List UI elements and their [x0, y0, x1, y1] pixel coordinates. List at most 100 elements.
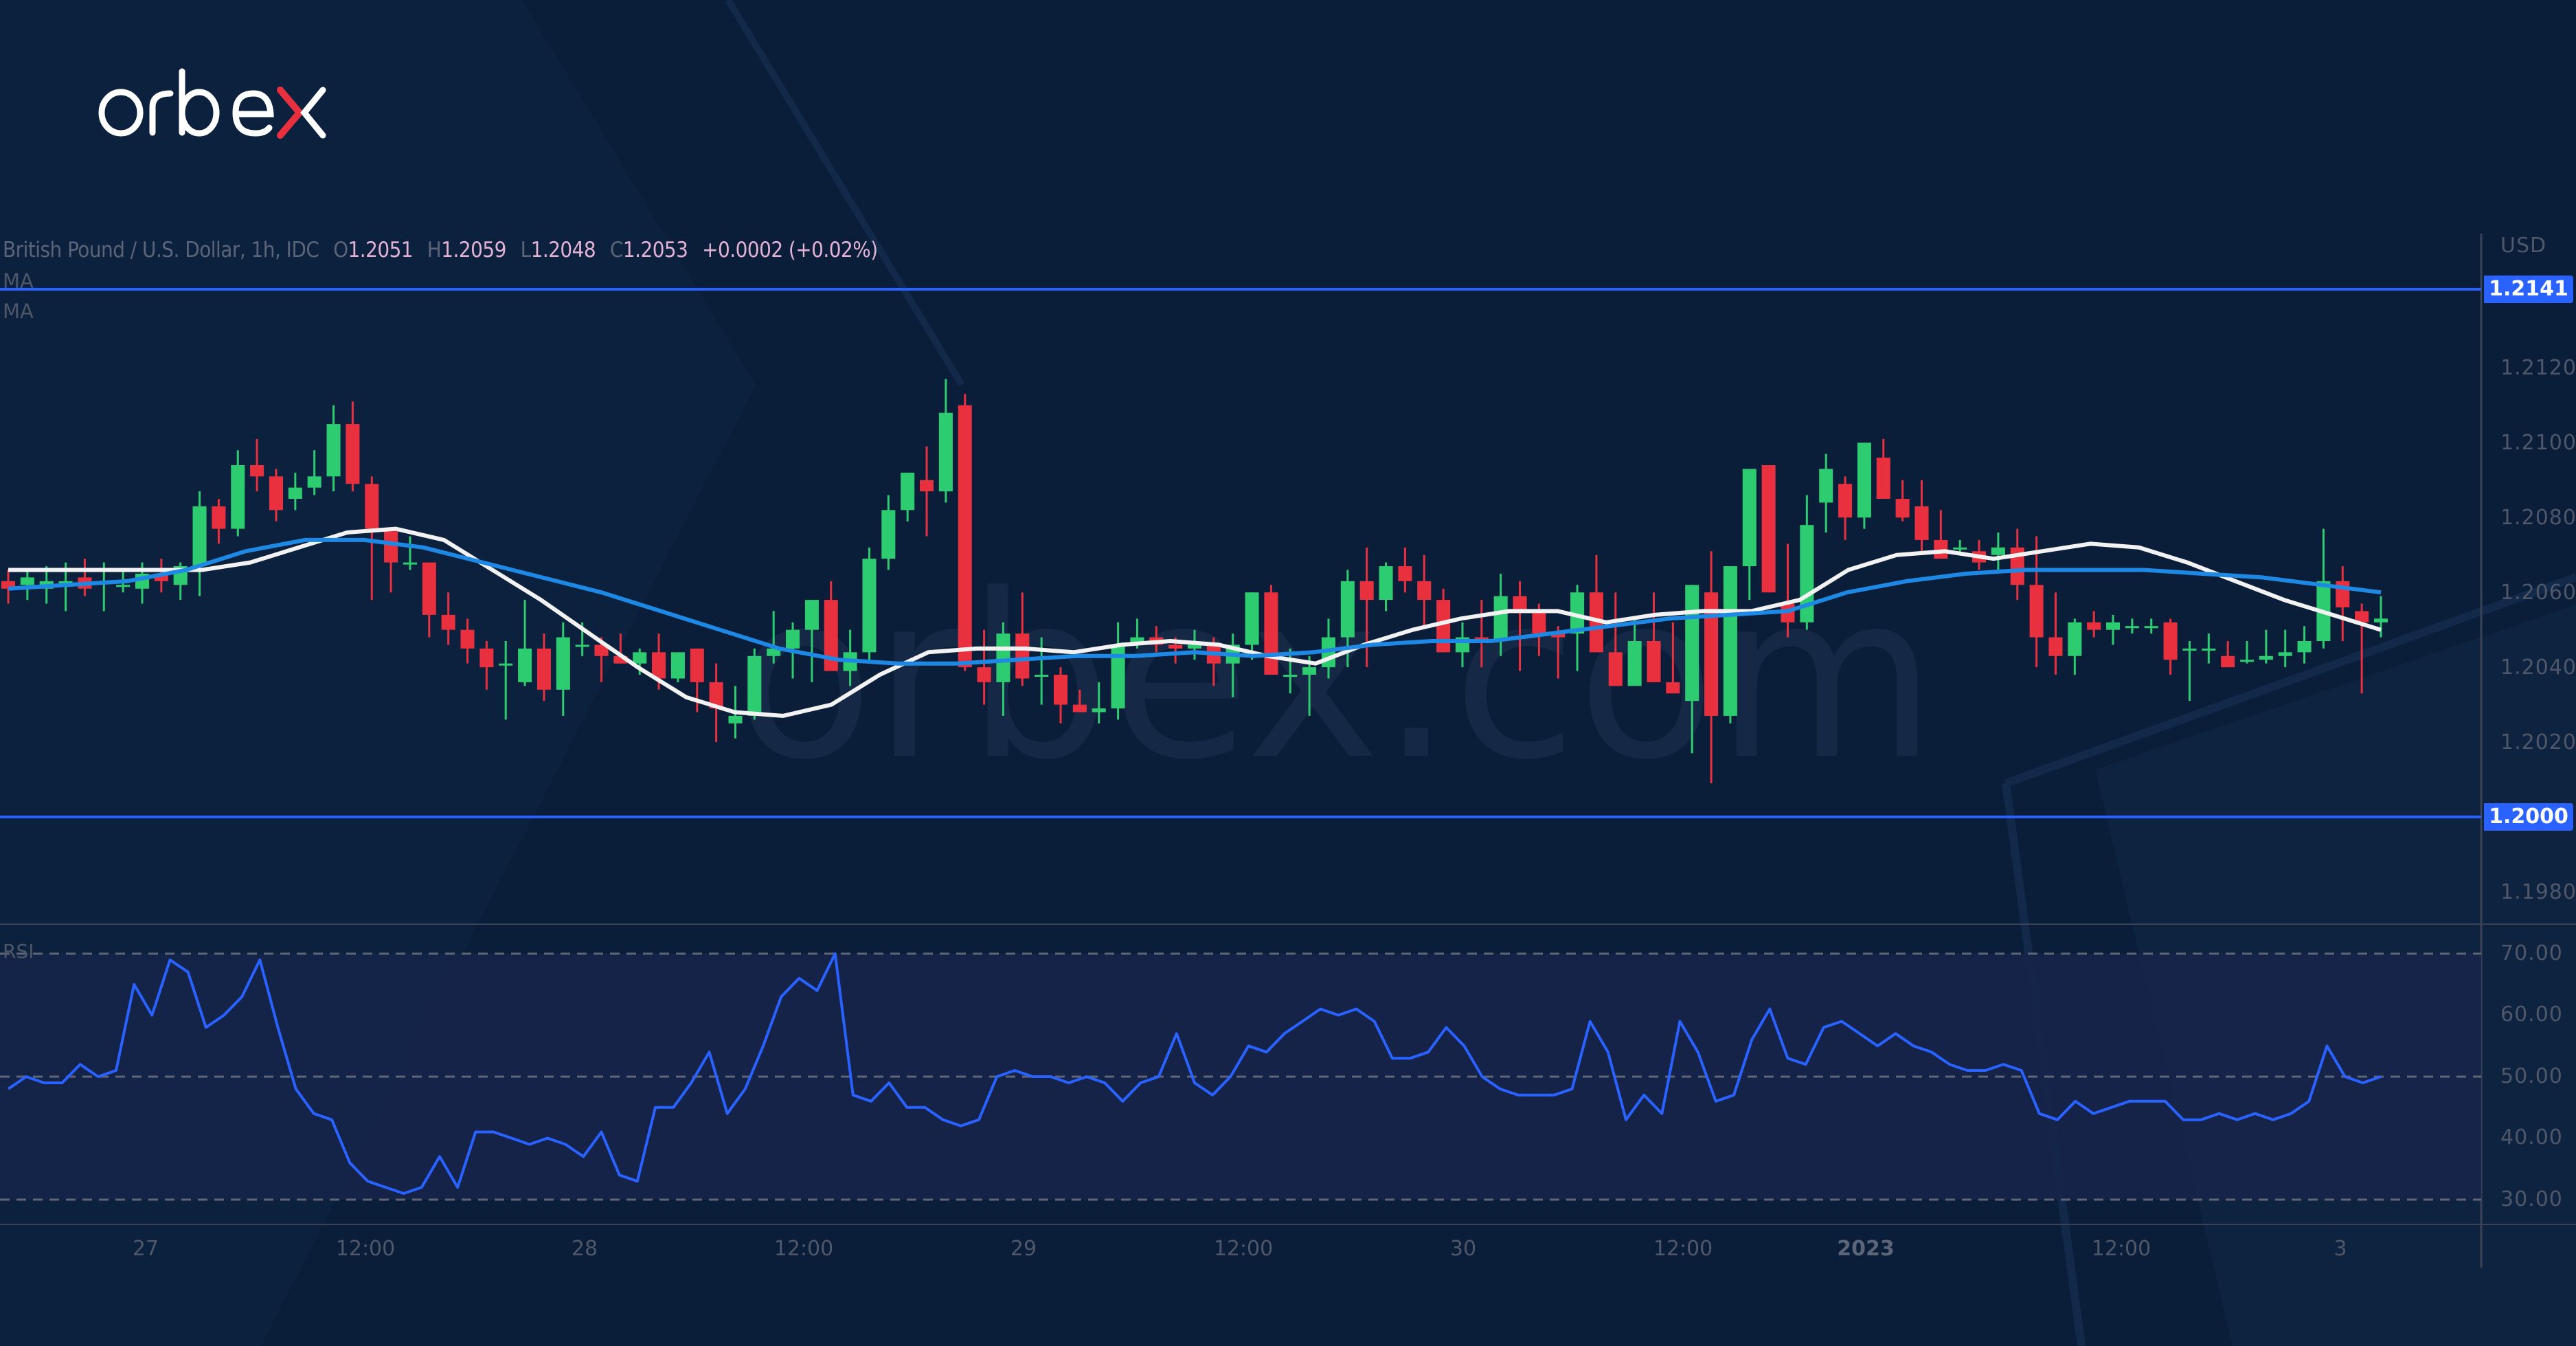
time-tick-label: 30: [1449, 1237, 1477, 1261]
candle: [2087, 611, 2101, 638]
candle: [1742, 469, 1756, 601]
candle: [824, 581, 838, 671]
time-tick-label: 2023: [1837, 1237, 1895, 1261]
candle: [920, 446, 934, 537]
time-tick-label: 27: [132, 1237, 159, 1261]
low-label: L: [520, 238, 532, 262]
candle: [212, 499, 226, 544]
candle: [192, 491, 207, 596]
rsi-title[interactable]: RSI: [3, 940, 34, 963]
candle: [2259, 629, 2273, 664]
price-tick: 1.2120: [2500, 356, 2576, 380]
candle: [365, 476, 379, 601]
time-tick-label: 12:00: [1213, 1237, 1274, 1261]
candle: [1876, 438, 1890, 500]
high-value: 1.2059: [441, 238, 506, 262]
candle: [767, 611, 781, 664]
rsi-tick: 30.00: [2500, 1187, 2563, 1211]
candle: [1819, 453, 1833, 533]
rsi-line: [7, 952, 2382, 1195]
candle: [2336, 566, 2350, 641]
ma-slow-line: [8, 537, 2382, 666]
change-value: +0.0002 (+0.02%): [702, 238, 878, 262]
time-tick-label: 12:00: [1653, 1237, 1713, 1261]
candle: [881, 495, 896, 570]
candle: [670, 652, 685, 682]
candle: [1627, 618, 1642, 686]
candle: [1608, 592, 1623, 686]
price-tick: 1.2080: [2500, 506, 2576, 530]
candle: [1053, 667, 1068, 724]
candle: [1991, 532, 2005, 570]
candles: [1, 379, 2388, 783]
ma-fast-line: [8, 526, 2382, 718]
ma-indicator-label-1[interactable]: MA: [3, 269, 34, 293]
candle: [1704, 551, 1719, 783]
candle: [2355, 603, 2369, 694]
candle: [479, 641, 494, 690]
candle: [938, 379, 953, 503]
candle: [441, 592, 455, 645]
candle: [2106, 614, 2121, 645]
candle: [2010, 528, 2024, 601]
candle: [1838, 476, 1853, 540]
candle: [1493, 573, 1508, 656]
candle: [250, 438, 264, 492]
time-tick-label: 12:00: [773, 1237, 834, 1261]
candle: [20, 570, 34, 601]
rsi-tick: 60.00: [2500, 1002, 2563, 1027]
candle: [2297, 626, 2312, 664]
candle: [977, 629, 991, 705]
candle: [901, 472, 915, 521]
rsi-tick: 50.00: [2500, 1064, 2563, 1088]
candle: [2221, 641, 2235, 668]
candle: [2316, 528, 2331, 649]
close-label: C: [609, 238, 623, 262]
candle: [269, 469, 283, 521]
candle: [499, 641, 513, 720]
candle: [2163, 618, 2178, 675]
price-tick: 1.2060: [2500, 581, 2576, 605]
candle: [2239, 641, 2255, 664]
candle: [2125, 618, 2139, 634]
candle: [1245, 592, 1259, 660]
candle: [594, 637, 609, 682]
candle: [307, 450, 321, 495]
candle: [231, 450, 245, 537]
candle: [958, 394, 972, 671]
candle: [2029, 536, 2044, 668]
candle: [460, 618, 475, 664]
level-tag-upper[interactable]: 1.2141: [2484, 276, 2573, 303]
candle: [1895, 480, 1910, 521]
candle: [2048, 592, 2063, 675]
ma-indicator-label-2[interactable]: MA: [3, 300, 34, 323]
price-tick: 1.2040: [2500, 655, 2576, 680]
candle: [1072, 689, 1087, 713]
candle: [403, 536, 417, 570]
time-tick-label: 3: [2334, 1237, 2347, 1261]
candle: [2373, 596, 2388, 638]
time-tick-label: 28: [571, 1237, 598, 1261]
candle: [1264, 585, 1278, 675]
close-value: 1.2053: [622, 238, 688, 262]
level-tag-lower[interactable]: 1.2000: [2484, 803, 2573, 831]
candle: [1857, 442, 1871, 529]
high-label: H: [427, 238, 442, 262]
candle: [1723, 566, 1737, 724]
candle: [1934, 510, 1948, 559]
symbol-name[interactable]: British Pound / U.S. Dollar, 1h, IDC: [3, 238, 319, 262]
price-tick: 1.2020: [2500, 730, 2576, 754]
candle: [1647, 592, 1661, 682]
candle: [709, 663, 723, 743]
candle: [1283, 648, 1298, 694]
open-label: O: [333, 238, 348, 262]
candle: [1398, 547, 1412, 593]
candle: [1551, 626, 1566, 679]
candle: [996, 622, 1010, 716]
time-tick-label: 12:00: [335, 1237, 396, 1261]
candle: [804, 600, 819, 682]
candle: [384, 528, 398, 593]
currency-label: USD: [2500, 234, 2547, 258]
rsi-tick: 40.00: [2500, 1125, 2563, 1149]
